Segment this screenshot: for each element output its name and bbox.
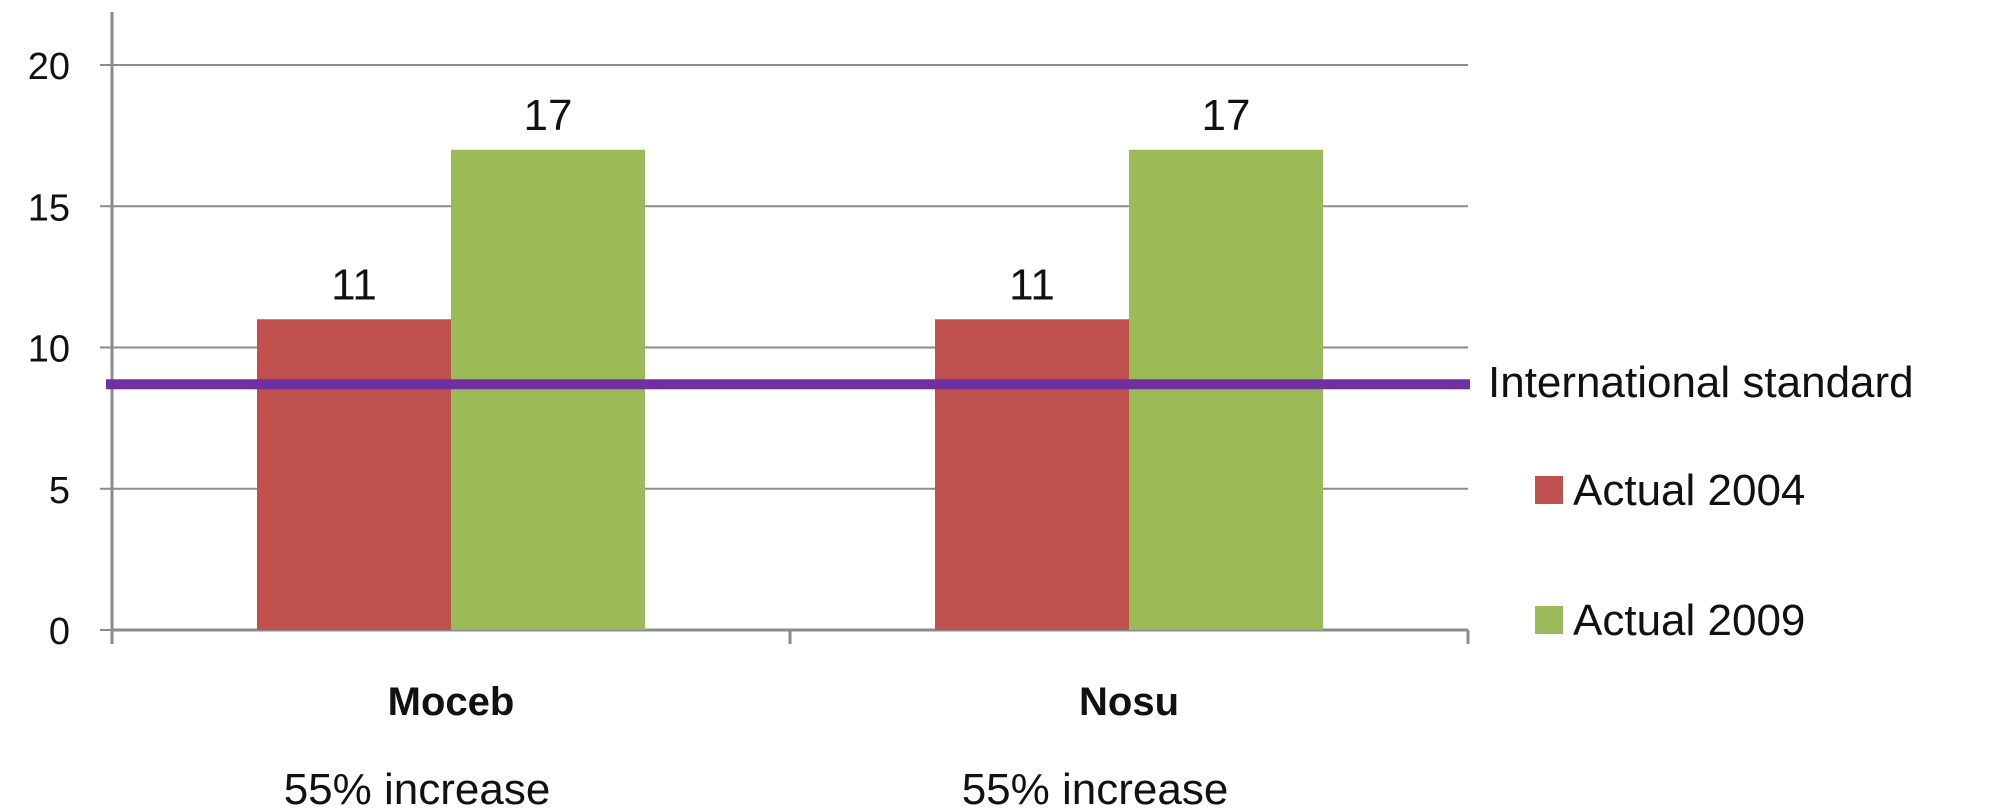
bar-actual-2009 [451, 149, 645, 630]
category-note: 55% increase [284, 765, 551, 809]
y-tick-label: 15 [28, 187, 70, 229]
legend: Actual 2004 Actual 2009 [1535, 466, 1805, 645]
legend-label: Actual 2004 [1573, 466, 1805, 515]
legend-swatch [1535, 606, 1563, 634]
bar-actual-2004 [257, 319, 451, 630]
bar-actual-2009 [1129, 149, 1323, 630]
y-tick-label: 5 [49, 470, 70, 512]
data-label: 17 [524, 91, 573, 140]
legend-swatch [1535, 476, 1563, 504]
category-note: 55% increase [962, 765, 1229, 809]
bars [257, 149, 1323, 630]
labels: 0 5 10 15 20 11 17 Moceb 55% increase 11 17 Nosu 55%… [28, 46, 1251, 809]
data-label: 17 [1202, 91, 1251, 140]
legend-label: Actual 2009 [1573, 596, 1805, 645]
x-tick-label: Nosu [1079, 680, 1179, 724]
bar-actual-2004 [935, 319, 1129, 630]
data-label: 11 [1009, 260, 1055, 309]
x-tick-label: Moceb [388, 680, 515, 724]
reference-line-label: International standard [1488, 358, 1914, 407]
data-label: 11 [331, 260, 377, 309]
y-tick-label: 0 [49, 611, 70, 653]
y-tick-label: 10 [28, 329, 70, 371]
y-tick-label: 20 [28, 46, 70, 88]
reference-line-group: International standard [106, 358, 1914, 407]
